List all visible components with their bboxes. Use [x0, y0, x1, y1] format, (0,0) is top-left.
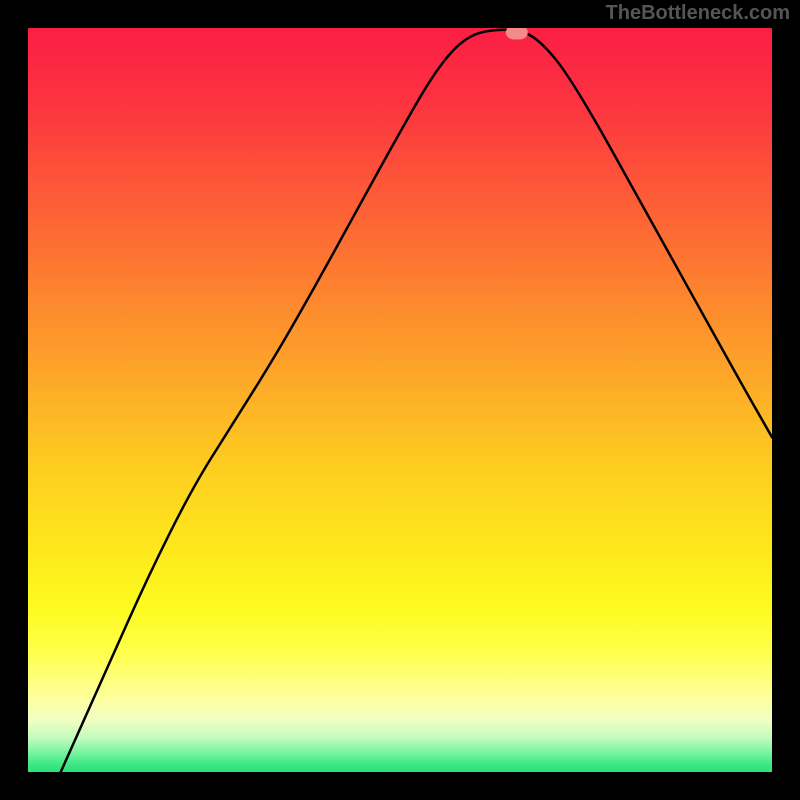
optimal-point-marker	[506, 28, 528, 39]
gradient-background	[28, 28, 772, 772]
watermark-text: TheBottleneck.com	[606, 2, 790, 25]
chart-container: TheBottleneck.com	[0, 0, 800, 800]
plot-area	[28, 28, 772, 772]
